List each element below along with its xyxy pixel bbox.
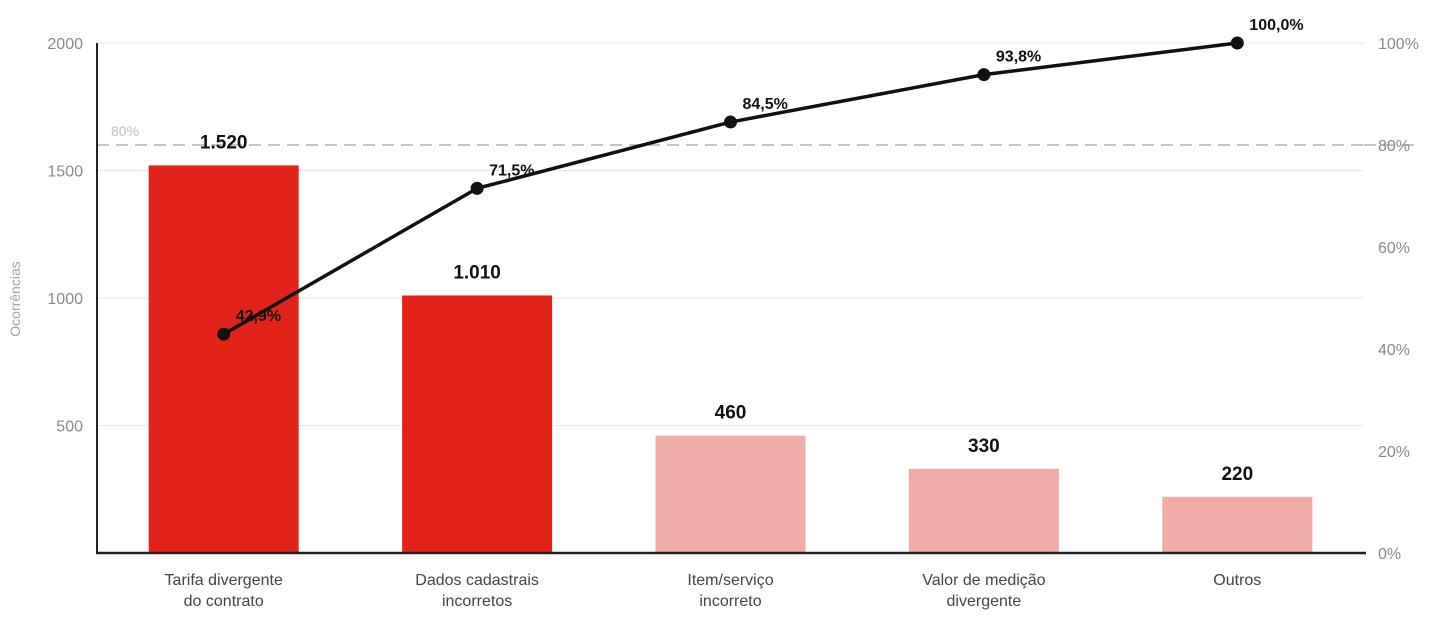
bar-value-labels: 1.520 1.010 460 330 220 (200, 132, 1253, 485)
grid-lines (97, 42, 1364, 426)
bar (908, 468, 1059, 553)
bar-value-label: 330 (968, 436, 1000, 457)
threshold-label: 80% (111, 123, 139, 139)
axes (96, 43, 1366, 555)
y-tick-label: 2000 (47, 36, 83, 53)
cumulative-label: 42,9% (236, 308, 281, 325)
y-tick-label: 500 (56, 419, 83, 436)
cumulative-point (1230, 36, 1244, 50)
cumulative-path (222, 41, 1238, 336)
category-label-line: Outros (1213, 572, 1261, 589)
cumulative-point (217, 327, 231, 341)
cumulative-point (470, 181, 484, 195)
y2-tick-label: 0% (1378, 546, 1401, 563)
y2-tick-label: 80% (1378, 138, 1410, 155)
cumulative-line (217, 36, 1244, 341)
bar (148, 165, 299, 553)
bar-value-label: 220 (1221, 464, 1253, 485)
y-tick-label: 1000 (47, 291, 83, 308)
category-label-line: Item/serviço (687, 572, 773, 589)
category-label: Item/serviço incorreto (687, 572, 773, 610)
bars (148, 165, 1313, 553)
y2-tick-label: 20% (1378, 444, 1410, 461)
category-label-line: incorretos (442, 593, 512, 610)
category-label: Valor de medição divergente (922, 572, 1045, 610)
bar (1162, 496, 1313, 553)
y2-tick-label: 60% (1378, 240, 1410, 257)
category-label-line: incorreto (699, 593, 761, 610)
bar-value-label: 460 (715, 403, 747, 424)
category-label-line: do contrato (184, 593, 264, 610)
category-label: Outros (1213, 572, 1261, 589)
category-labels: Tarifa divergente do contrato Dados cadast… (165, 572, 1262, 610)
threshold-80: 80% (97, 123, 1420, 146)
category-label-line: Dados cadastrais (415, 572, 539, 589)
cumulative-label: 84,5% (743, 96, 788, 113)
y2-tick-label: 40% (1378, 342, 1410, 359)
right-axis-ticks: 0% 20% 40% 60% 80% 100% (1378, 36, 1419, 563)
y-axis-title: Ocorrências (7, 261, 23, 336)
bar (655, 435, 806, 553)
cumulative-label: 93,8% (996, 49, 1041, 66)
category-label-line: divergente (947, 593, 1022, 610)
category-label: Tarifa divergente do contrato (165, 572, 283, 610)
cumulative-point (724, 115, 737, 129)
cumulative-labels: 42,9% 71,5% 84,5% 93,8% 100,0% (236, 17, 1304, 325)
category-label: Dados cadastrais incorretos (415, 572, 539, 610)
cumulative-label: 100,0% (1249, 17, 1303, 34)
cumulative-label: 71,5% (489, 162, 534, 179)
bar-value-label: 1.010 (453, 262, 501, 283)
category-label-line: Tarifa divergente (165, 572, 283, 589)
y-tick-label: 1500 (47, 164, 83, 181)
bar-value-label: 1.520 (200, 132, 248, 153)
left-axis-ticks: 500 1000 1500 2000 (47, 36, 83, 436)
cumulative-point (977, 68, 991, 82)
bar (402, 295, 553, 553)
category-label-line: Valor de medição (922, 572, 1045, 589)
y2-tick-label: 100% (1378, 36, 1419, 53)
